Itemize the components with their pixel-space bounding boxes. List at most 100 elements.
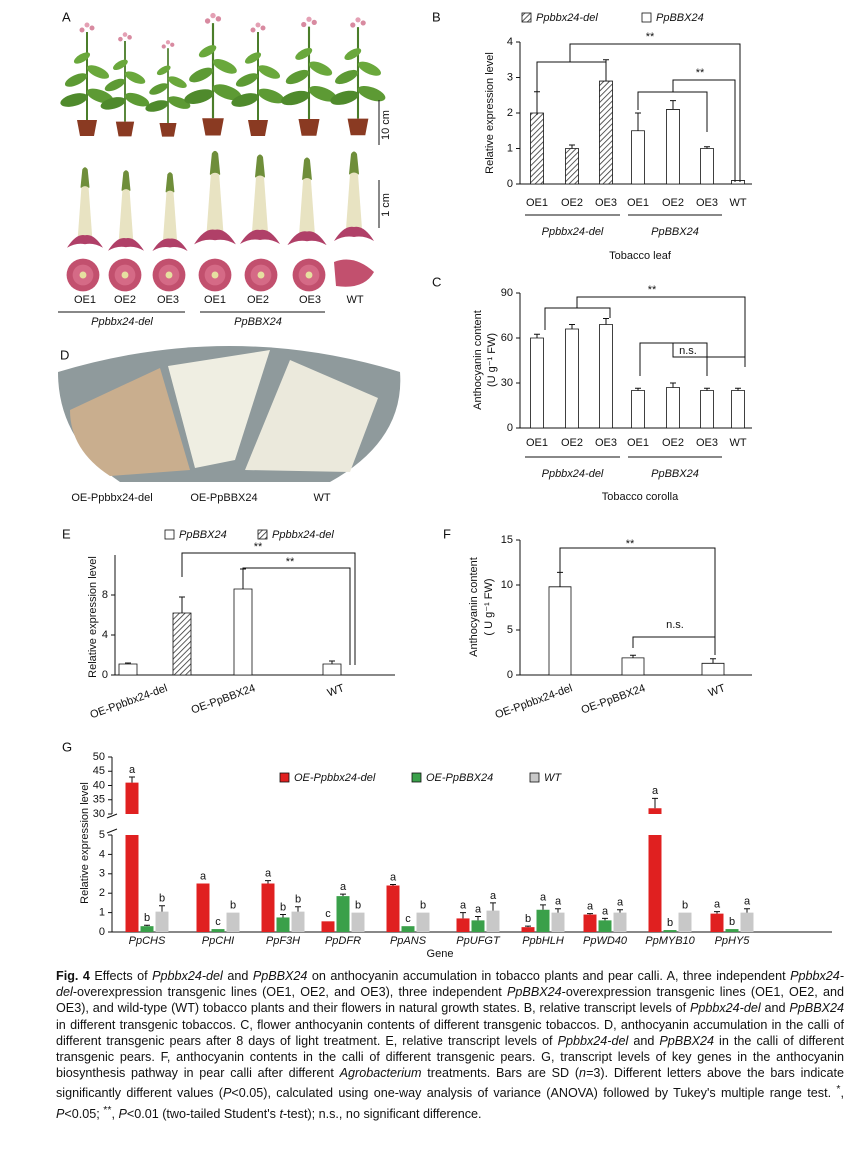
bar: [521, 927, 535, 932]
significance-letter: b: [144, 912, 150, 924]
group-label: Ppbbx24-del: [542, 468, 604, 480]
bar: [196, 883, 210, 932]
significance-letter: c: [215, 916, 221, 928]
y-axis-label: ( U g⁻¹ FW): [483, 578, 495, 635]
error-bar: [744, 908, 750, 913]
error-bar: [295, 906, 301, 912]
bar: [486, 910, 500, 932]
significance-letter: c: [405, 913, 411, 925]
y-tick-label: 4: [102, 629, 108, 641]
y-axis-label: (U g⁻¹ FW): [486, 333, 498, 387]
y-tick-label: 40: [93, 779, 105, 791]
group-label: Ppbbx24-del: [91, 316, 153, 328]
y-tick-label: 5: [99, 829, 105, 841]
error-bar: [652, 797, 658, 809]
significance-bracket: [242, 567, 351, 665]
y-tick-label: 45: [93, 765, 105, 777]
significance-label: **: [696, 67, 705, 79]
y-axis-label: Relative expression level: [484, 52, 496, 174]
caption-run: on anthocyanin accumulation in tobacco p…: [307, 969, 791, 983]
significance-letter: a: [555, 896, 562, 908]
caption-run: *: [836, 1083, 841, 1096]
sample-label: WT: [313, 492, 330, 504]
bar: [536, 909, 550, 932]
significance-letter: a: [714, 899, 721, 911]
caption-run: P: [222, 1086, 232, 1101]
plant-photos: [57, 11, 389, 145]
error-bar: [340, 893, 346, 897]
caption-run: =3). Different letters above the bars in…: [56, 1066, 844, 1101]
figure-caption: Fig. 4 Effects of Ppbbx24-del and PpBBX2…: [56, 968, 844, 1122]
x-tick-label: OE1: [627, 197, 649, 209]
significance-letter: a: [265, 867, 272, 879]
y-tick-label: 0: [507, 178, 513, 190]
x-tick-label: PpUFGT: [456, 935, 501, 947]
y-tick-label: 5: [507, 624, 513, 636]
x-axis-label: Tobacco leaf: [609, 250, 672, 262]
significance-letter: a: [602, 905, 609, 917]
significance-letter: a: [475, 903, 482, 915]
scale-bar-label: 1 cm: [380, 193, 392, 217]
caption-run: Ppbbx24-del: [689, 1001, 761, 1016]
significance-letter: b: [667, 917, 673, 929]
legend-swatch: [641, 12, 652, 23]
legend-label: WT: [544, 772, 562, 784]
legend-label: Ppbbx24-del: [536, 12, 598, 24]
bar: [211, 929, 225, 932]
error-bar: [670, 100, 676, 110]
error-bar: [587, 913, 593, 915]
y-tick-label: 8: [102, 589, 108, 601]
y-tick-label: 30: [93, 808, 105, 820]
line-label: OE1: [74, 294, 96, 306]
error-bar: [125, 662, 131, 664]
significance-letter: a: [587, 900, 594, 912]
bar: [155, 911, 169, 932]
significance-label: n.s.: [666, 619, 684, 631]
x-tick-label: OE-Ppbbx24-del: [88, 682, 169, 721]
legend-swatch: [529, 772, 540, 783]
error-bar: [714, 911, 720, 914]
legend-label: PpBBX24: [656, 12, 704, 24]
significance-bracket: [544, 296, 746, 367]
bar: [233, 588, 253, 676]
error-bar: [569, 144, 575, 149]
panel-label: G: [62, 739, 72, 754]
legend-label: Ppbbx24-del: [272, 529, 334, 541]
error-bar: [460, 912, 466, 919]
significance-letter: a: [744, 896, 751, 908]
y-tick-label: 1: [99, 907, 105, 919]
y-tick-label: 90: [501, 287, 513, 299]
caption-run: **: [103, 1103, 112, 1116]
caption-run: P: [56, 1107, 65, 1121]
y-tick-label: 50: [93, 751, 105, 763]
significance-label: **: [626, 538, 635, 550]
significance-letter: a: [390, 871, 397, 883]
error-bar: [617, 909, 623, 913]
x-tick-label: OE2: [662, 197, 684, 209]
y-tick-label: 0: [102, 669, 108, 681]
y-tick-label: 10: [501, 579, 513, 591]
error-bar: [534, 333, 540, 338]
x-tick-label: OE3: [696, 197, 718, 209]
error-bar: [540, 904, 546, 910]
caption-run: Ppbbx24-del: [56, 969, 844, 1000]
caption-run: -test); n.s., no significant difference.: [282, 1107, 482, 1121]
x-tick-label: OE3: [595, 437, 617, 449]
bar: [740, 912, 754, 932]
error-bar: [630, 654, 636, 658]
bar: [666, 109, 680, 185]
x-tick-label: PpbHLH: [522, 935, 564, 947]
caption-run: P: [118, 1107, 127, 1121]
panel-label: A: [62, 9, 71, 24]
y-tick-label: 1: [507, 142, 513, 154]
bar: [351, 912, 365, 932]
error-bar: [735, 387, 741, 391]
group-label: PpBBX24: [234, 316, 282, 328]
x-tick-label: PpCHI: [202, 935, 234, 947]
bar: [565, 328, 579, 429]
bar: [701, 662, 725, 676]
error-bar: [635, 112, 641, 131]
group-label: PpBBX24: [651, 226, 699, 238]
caption-run: and: [222, 969, 253, 983]
